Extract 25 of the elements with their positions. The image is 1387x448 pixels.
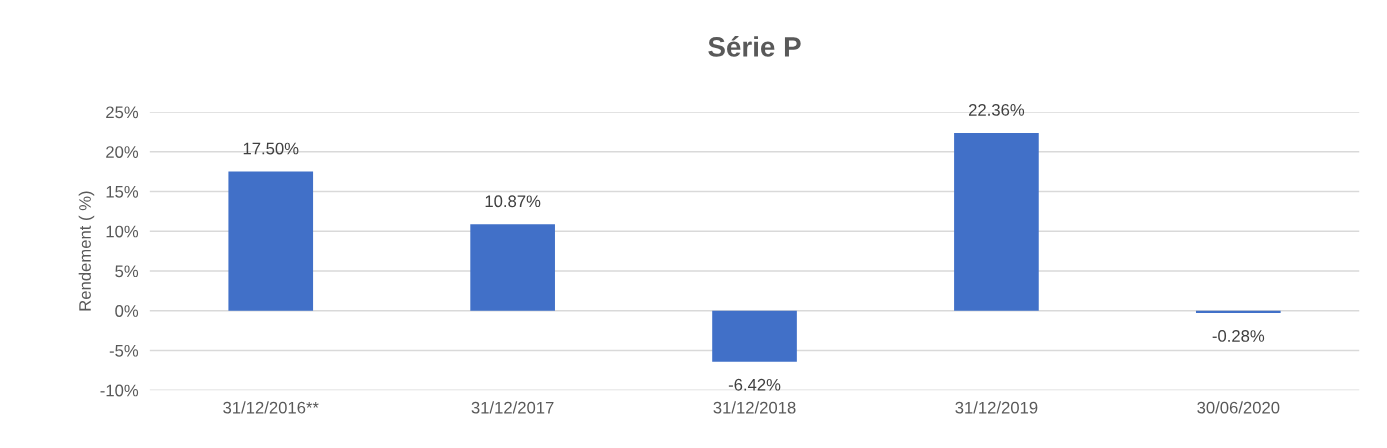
y-tick-label: 20% xyxy=(106,146,139,158)
y-tick-label: -10% xyxy=(100,384,139,397)
y-tick-label: 5% xyxy=(115,265,139,278)
y-tick-label: -5% xyxy=(109,344,139,357)
bar xyxy=(228,171,314,311)
bar xyxy=(712,310,797,362)
y-tick-label: 10% xyxy=(106,225,139,238)
data-label: -6.42% xyxy=(728,378,781,391)
y-tick-label: 25% xyxy=(106,106,139,119)
bar xyxy=(470,224,555,311)
chart-title: Série P xyxy=(708,36,801,57)
x-tick-label: 31/12/2016** xyxy=(223,401,319,414)
bar xyxy=(954,132,1039,311)
y-tick-label: 15% xyxy=(106,185,139,198)
x-tick-label: 31/12/2019 xyxy=(955,401,1038,414)
data-label: 17.50% xyxy=(243,142,299,155)
y-tick-label: 0% xyxy=(115,305,139,317)
x-tick-label: 31/12/2017 xyxy=(471,401,554,414)
data-label: 10.87% xyxy=(485,195,541,208)
x-tick-label: 31/12/2018 xyxy=(713,401,796,414)
data-label: 22.36% xyxy=(969,104,1025,116)
x-tick-label: 30/06/2020 xyxy=(1197,401,1280,414)
data-label: -0.28% xyxy=(1212,330,1265,342)
y-axis-title: Rendement ( %) xyxy=(78,191,95,311)
bar xyxy=(1195,310,1281,313)
